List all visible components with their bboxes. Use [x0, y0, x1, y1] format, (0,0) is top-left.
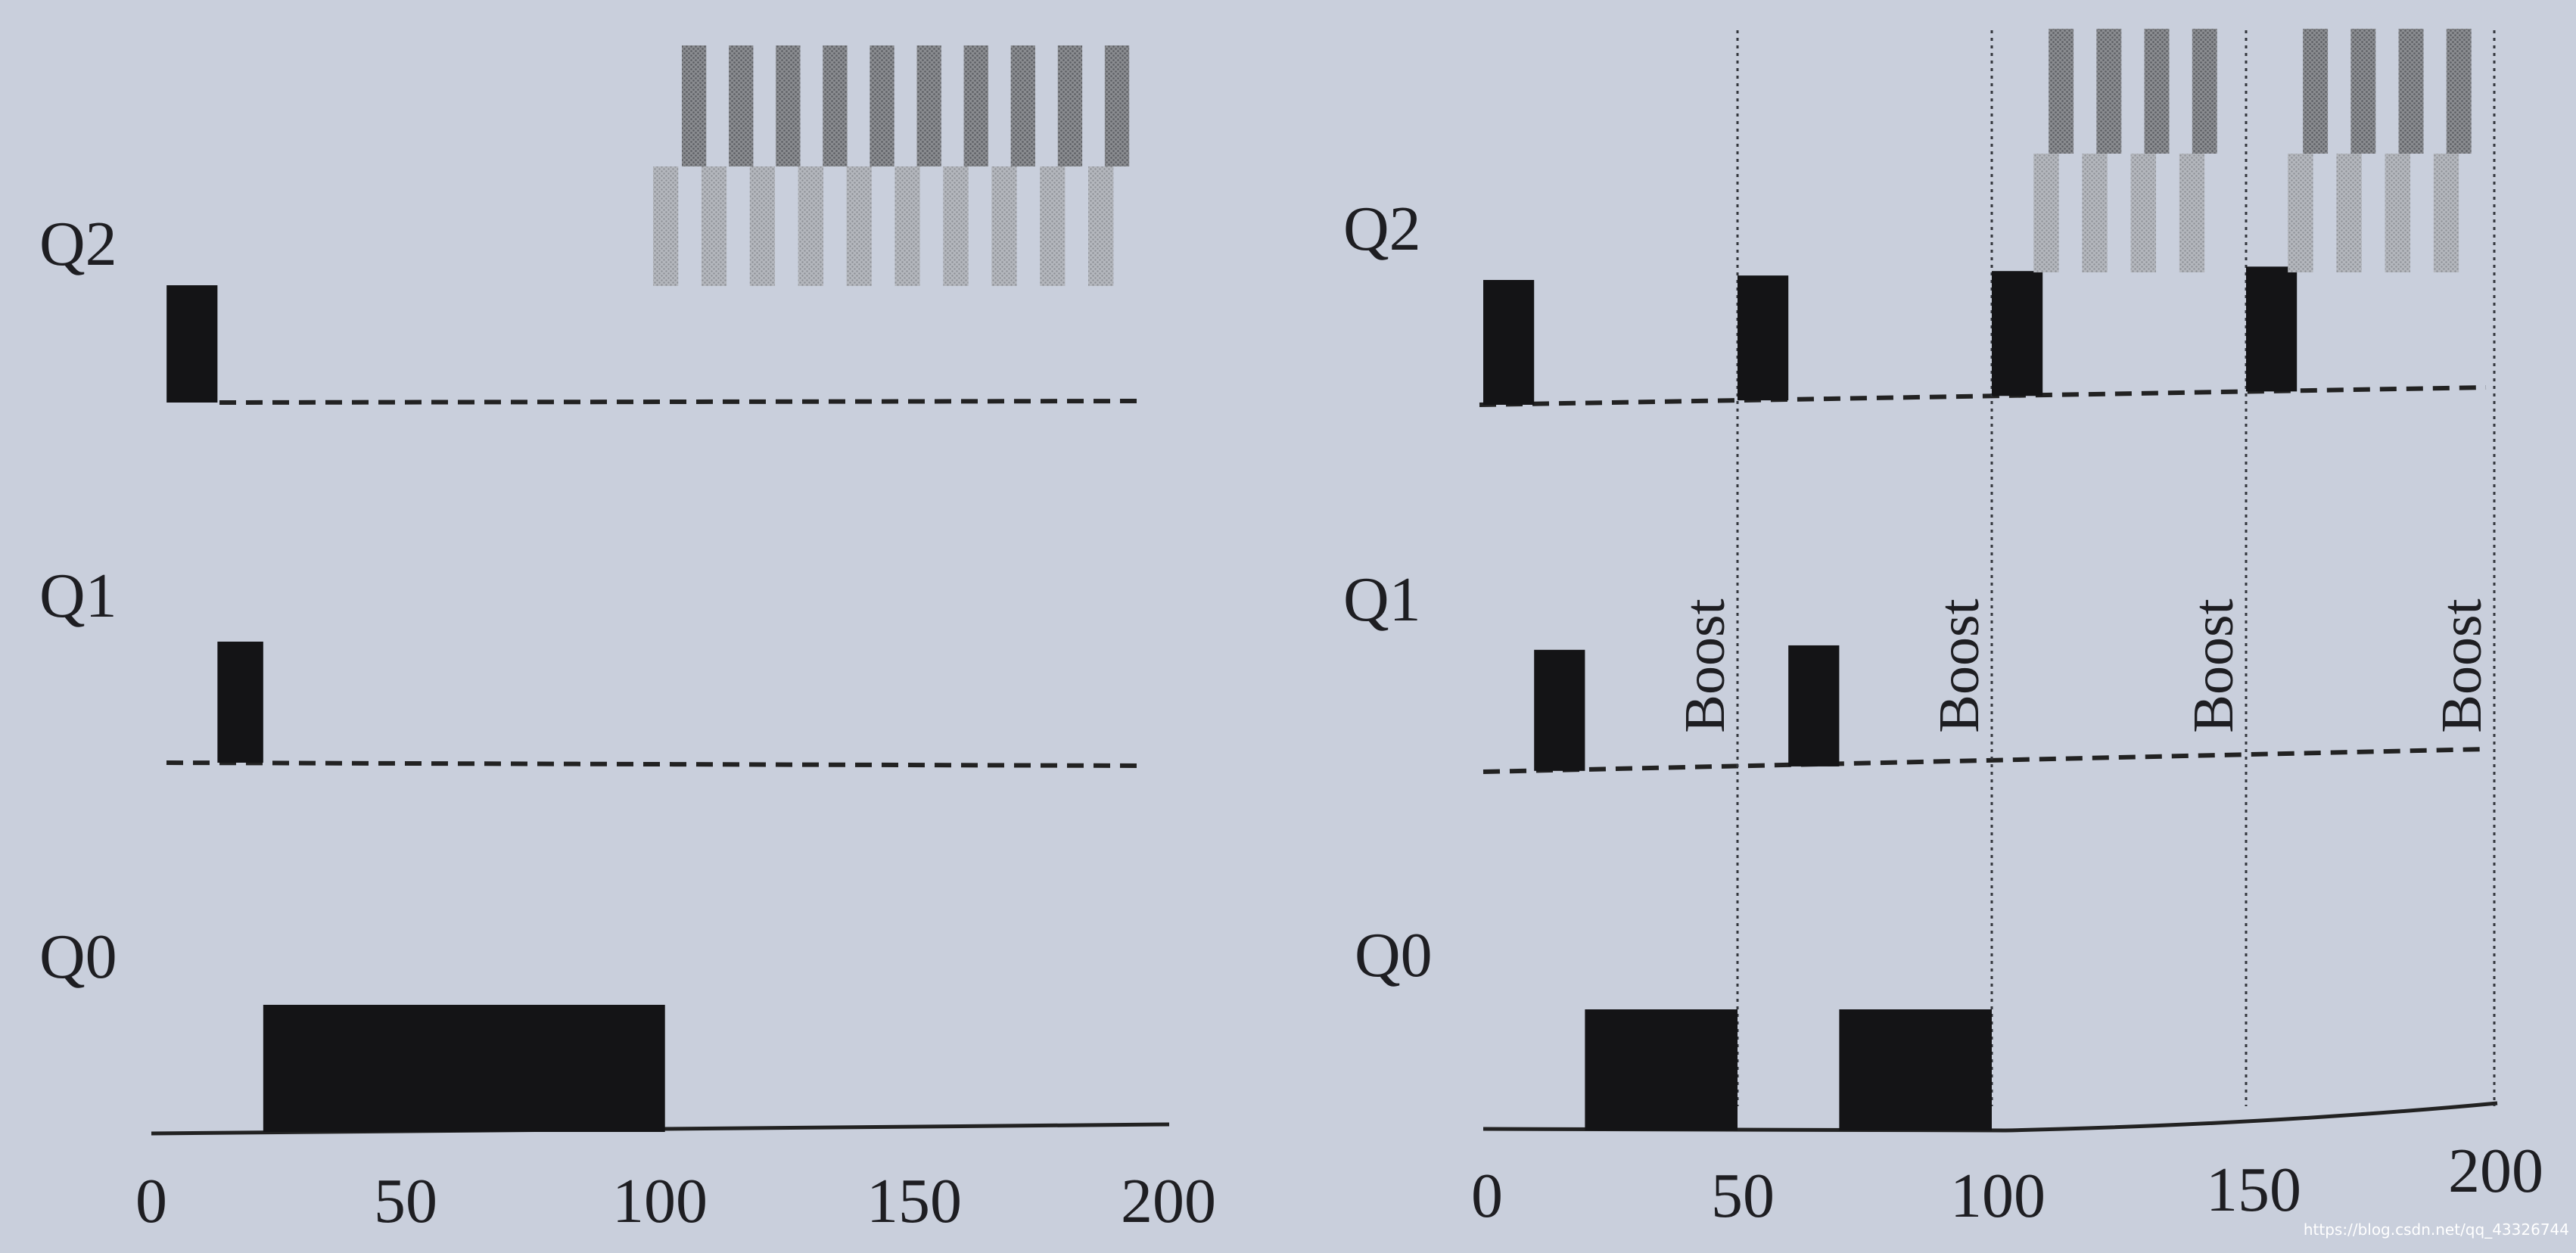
seg1-bottom-stripe-0	[2288, 154, 2313, 272]
queue-label-q1: Q1	[1343, 564, 1421, 635]
cpu-top-stripe-8	[1057, 45, 1083, 166]
seg0-bottom-stripe-3	[2179, 154, 2205, 272]
seg1-bottom-stripe-3	[2433, 154, 2459, 272]
x-tick-100: 100	[1950, 1161, 2046, 1231]
q2-baseline	[219, 399, 1143, 405]
watermark: https://blog.csdn.net/qq_43326744	[2304, 1220, 2569, 1239]
cpu-top-stripe-7	[1010, 45, 1035, 166]
seg0-top-stripe-0	[2049, 29, 2074, 154]
cpu-bound-blocks	[653, 45, 1130, 286]
queue-label-q1: Q1	[39, 561, 117, 631]
boost-label-0: Boost	[1673, 599, 1737, 732]
seg0-bottom-stripe-0	[2033, 154, 2059, 272]
cpu-bottom-stripe-4	[846, 166, 872, 286]
seg0-top-stripe-2	[2144, 29, 2170, 154]
panel-without-boost: Q2 Q1 Q0 0 50 100 150 200	[39, 45, 1216, 1236]
panel-with-boost: Q2 Q1 Q0 Boost Boost Boost Boost 0 50 100 1…	[1343, 29, 2543, 1231]
seg1-top-stripe-1	[2350, 29, 2376, 154]
job-block-q2-7	[2246, 266, 2298, 392]
boost-label-1: Boost	[1927, 599, 1991, 732]
cpu-top-stripe-4	[870, 45, 894, 166]
seg1-top-stripe-0	[2303, 29, 2329, 154]
seg1-bottom-stripe-1	[2336, 154, 2362, 272]
cpu-top-stripe-6	[963, 45, 988, 166]
seg1-top-stripe-3	[2446, 29, 2472, 154]
job-blocks	[1483, 266, 2298, 1130]
queue-label-q0: Q0	[1355, 920, 1433, 990]
cpu-bottom-stripe-6	[943, 166, 969, 286]
cpu-top-stripe-5	[916, 45, 941, 166]
cpu-bottom-stripe-3	[798, 166, 823, 286]
boost-label-2: Boost	[2182, 599, 2245, 732]
x-tick-0: 0	[135, 1166, 167, 1236]
x-tick-150: 150	[2206, 1155, 2301, 1225]
cpu-top-stripe-0	[682, 45, 707, 166]
queue-label-q2: Q2	[39, 209, 117, 279]
cpu-top-stripe-3	[823, 45, 848, 166]
cpu-bottom-stripe-0	[653, 166, 679, 286]
cpu-bottom-stripe-7	[991, 166, 1017, 286]
seg1-bottom-stripe-2	[2385, 154, 2410, 272]
boost-label-3: Boost	[2430, 599, 2494, 732]
cpu-bound-blocks	[2033, 29, 2472, 272]
x-tick-150: 150	[866, 1166, 962, 1236]
seg1-top-stripe-2	[2398, 29, 2424, 154]
job-block-q1-4	[1788, 645, 1840, 766]
x-tick-100: 100	[612, 1166, 708, 1236]
q0-baseline	[1482, 1101, 2498, 1133]
boost-markers: Boost Boost Boost Boost	[1673, 30, 2496, 1106]
cpu-bottom-stripe-2	[749, 166, 776, 286]
x-tick-200: 200	[2448, 1136, 2543, 1206]
cpu-top-stripe-1	[729, 45, 754, 166]
seg0-top-stripe-3	[2192, 29, 2217, 154]
x-tick-0: 0	[1471, 1161, 1503, 1231]
q1-baseline	[1482, 747, 2487, 774]
x-tick-50: 50	[1711, 1161, 1775, 1231]
cpu-top-stripe-2	[776, 45, 801, 166]
cpu-bottom-stripe-8	[1040, 166, 1066, 286]
queue-label-q2: Q2	[1343, 194, 1421, 264]
x-tick-50: 50	[374, 1166, 437, 1236]
job-block-q0-5	[1839, 1009, 1992, 1130]
seg0-bottom-stripe-2	[2130, 154, 2156, 272]
job-block-q2-6	[1992, 271, 2043, 396]
x-tick-200: 200	[1121, 1166, 1216, 1236]
job-block-q2-0	[166, 285, 218, 403]
cpu-top-stripe-9	[1104, 45, 1130, 166]
cpu-bottom-stripe-1	[701, 166, 727, 286]
job-block-q1-1	[1534, 649, 1585, 771]
job-block-q0-2	[263, 1005, 665, 1132]
job-block-q0-2	[1585, 1009, 1738, 1130]
cpu-bottom-stripe-5	[894, 166, 920, 286]
q1-baseline	[166, 760, 1143, 768]
job-blocks	[166, 285, 665, 1132]
q2-baseline	[1479, 385, 2487, 407]
seg0-top-stripe-1	[2096, 29, 2122, 154]
cpu-bottom-stripe-9	[1088, 166, 1114, 286]
queue-label-q0: Q0	[39, 922, 117, 992]
job-block-q2-3	[1738, 275, 1789, 401]
job-block-q1-1	[217, 642, 263, 763]
job-block-q2-0	[1483, 280, 1535, 405]
seg0-bottom-stripe-1	[2082, 154, 2108, 272]
